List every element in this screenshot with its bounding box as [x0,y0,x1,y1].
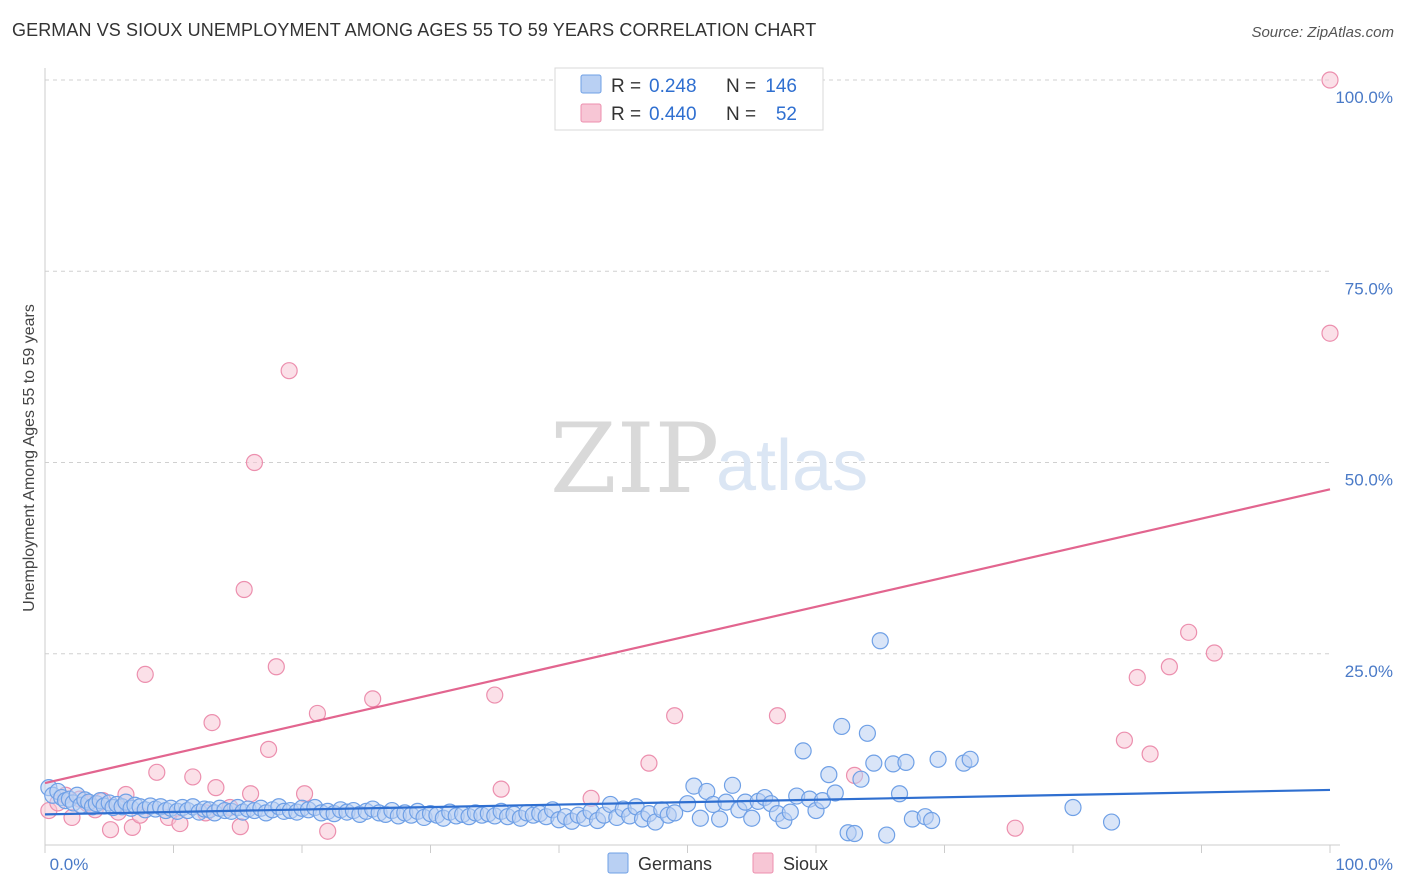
germans-r-value: 0.248 [649,76,697,97]
sioux-point [1128,668,1146,687]
germans-point [743,809,761,827]
germans-point [723,776,742,794]
germans-point [890,785,909,803]
sioux-point [1180,623,1198,641]
y-tick-label: 50.0% [1345,471,1393,490]
germans-point [781,803,799,821]
sioux-point [245,453,264,472]
watermark-zip: ZIP [550,403,719,515]
sioux-point [267,658,285,676]
germans-point [826,784,844,802]
y-tick-label: 100.0% [1335,88,1393,107]
sioux-point [203,713,221,732]
sioux-point [235,580,253,599]
germans-trendline [44,788,1331,816]
y-tick-label: 25.0% [1345,662,1393,681]
sioux-legend-swatch [752,852,774,874]
sioux-point [148,763,166,781]
germans-point [711,810,729,828]
sioux-point [1321,71,1339,89]
germans-point [871,632,889,650]
watermark-atlas: atlas [716,426,868,506]
sioux-point [207,779,225,797]
sioux-point [666,707,684,725]
sioux-point [280,362,298,380]
germans-point [923,811,941,830]
bottom-legend-item-germans[interactable]: Germans [607,852,712,874]
germans-point [865,754,883,772]
germans-swatch [580,74,602,94]
germans-r-label: R = [611,76,641,97]
x-tick-label: 100.0% [1335,855,1393,874]
germans-n-value: 146 [765,76,797,97]
sioux-point [1006,819,1024,837]
germans-point [678,795,697,813]
stats-legend-row-sioux: R = 0.440 N = 52 [580,103,797,125]
germans-n-label: N = [726,76,756,97]
germans-point [1064,798,1082,817]
germans-point [691,809,709,827]
sioux-trendline [44,488,1331,785]
y-axis-title: Unemployment Among Ages 55 to 59 years [21,304,38,612]
germans-point [961,750,979,768]
germans-point [820,766,838,784]
x-tick-label: 0.0% [50,855,89,874]
sioux-point [1160,658,1178,676]
sioux-legend-label: Sioux [783,854,828,874]
germans-point [858,724,877,742]
sioux-point [231,818,249,836]
sioux-point [640,754,658,772]
stats-legend-row-germans: R = 0.248 N = 146 [580,74,797,97]
bottom-legend: Germans Sioux [607,852,828,874]
sioux-r-value: 0.440 [649,104,697,125]
germans-points [40,632,1121,844]
germans-point [897,753,915,771]
germans-point [666,804,684,822]
sioux-point [259,740,278,758]
chart-title: GERMAN VS SIOUX UNEMPLOYMENT AMONG AGES … [12,20,817,40]
sioux-point [1115,731,1134,749]
stats-legend: R = 0.248 N = 146 R = 0.440 N = 52 [554,67,824,131]
sioux-point [319,822,337,840]
germans-point [794,742,812,760]
sioux-point [1321,324,1339,342]
germans-legend-label: Germans [638,854,712,874]
sioux-point [242,785,260,803]
sioux-point [101,821,120,839]
y-tick-label: 75.0% [1345,279,1393,298]
trend-lines [44,488,1331,816]
sioux-point [123,818,141,837]
germans-point [878,826,896,844]
sioux-swatch [580,103,602,123]
sioux-r-label: R = [611,104,641,125]
sioux-point [492,780,510,798]
bottom-legend-item-sioux[interactable]: Sioux [752,852,828,874]
sioux-n-value: 52 [776,104,797,125]
source-credit: Source: ZipAtlas.com [1251,24,1394,41]
germans-point [852,770,870,788]
germans-point [929,750,947,768]
sioux-point [295,785,314,803]
germans-point [845,824,864,843]
sioux-point [486,686,504,704]
sioux-point [136,665,154,684]
germans-point [1102,813,1121,831]
x-tick-labels: 0.0% 100.0% [50,855,1393,874]
germans-point [833,717,851,736]
sioux-point [364,690,382,708]
germans-legend-swatch [607,852,629,874]
y-tick-labels: 25.0% 50.0% 75.0% 100.0% [1335,88,1393,681]
sioux-point [184,768,202,786]
sioux-point [768,707,787,725]
sioux-point [1141,745,1159,763]
sioux-n-label: N = [726,104,756,125]
sioux-point [1205,644,1223,662]
